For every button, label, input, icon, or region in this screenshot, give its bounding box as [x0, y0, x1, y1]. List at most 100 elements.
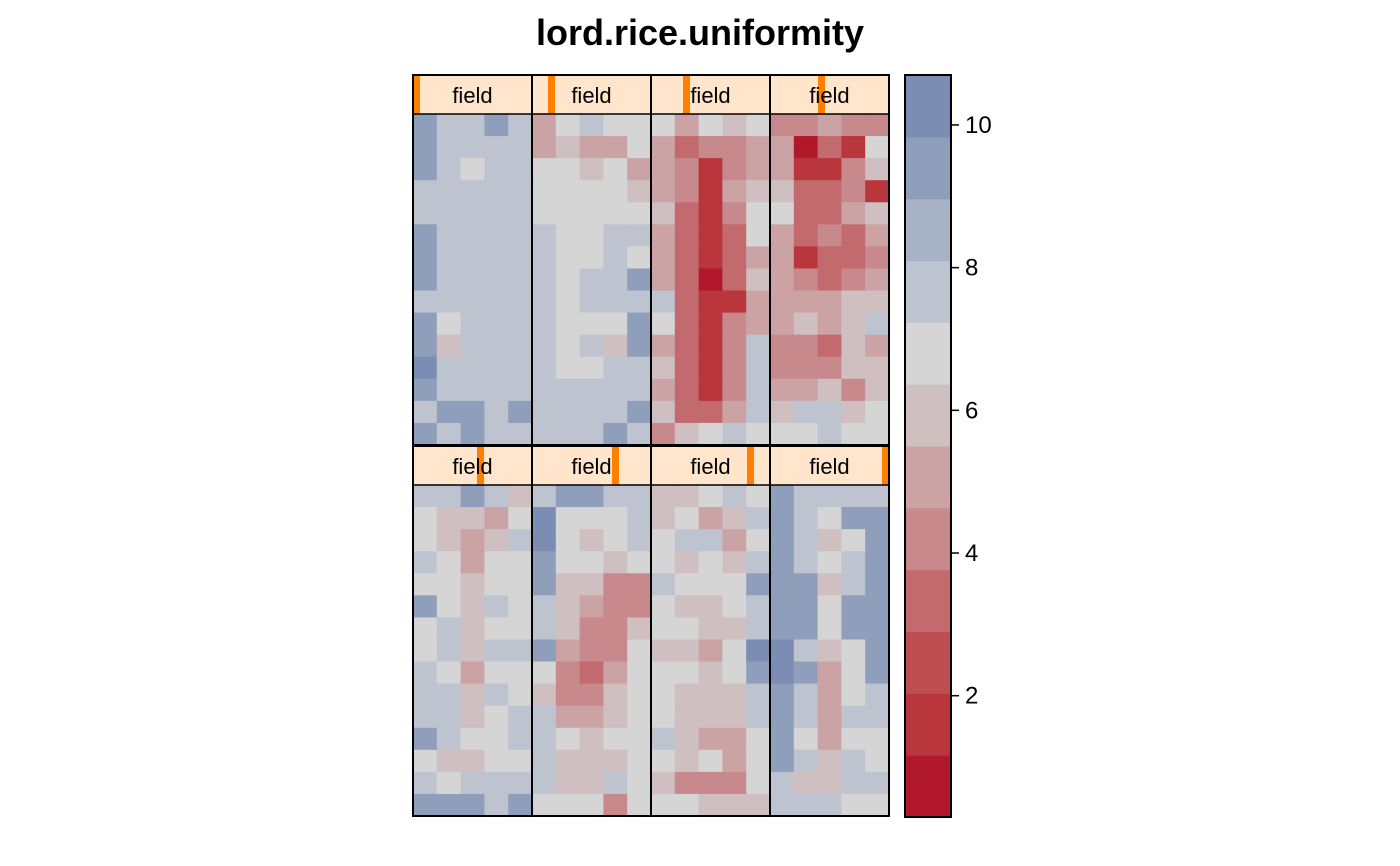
heatmap-cell [460, 378, 485, 402]
heatmap-cell [532, 661, 557, 685]
heatmap-cell [722, 573, 747, 596]
heatmap-cell [651, 378, 676, 402]
heatmap-cell [508, 422, 533, 446]
heatmap-cell [555, 639, 581, 663]
heatmap-cell [436, 312, 462, 336]
heatmap-cell [413, 268, 438, 292]
heatmap-cell [436, 158, 462, 181]
heatmap-cell [698, 551, 723, 574]
heatmap-cell [627, 507, 652, 530]
heatmap-cell [841, 749, 866, 773]
heatmap-cell [413, 312, 438, 336]
heatmap-cell [603, 617, 628, 640]
heatmap-cell [555, 378, 581, 402]
heatmap-cell [722, 136, 747, 159]
heatmap-cell [532, 793, 557, 817]
heatmap-cell [484, 551, 509, 574]
heatmap-cell [651, 771, 676, 795]
heatmap-cell [508, 268, 533, 292]
heatmap-cell [555, 793, 581, 817]
heatmap-cell [865, 268, 890, 292]
heatmap-cell [508, 136, 533, 159]
heatmap-cell [865, 246, 890, 269]
heatmap-cell [532, 268, 557, 292]
heatmap-cell [484, 268, 509, 292]
heatmap-cell [865, 551, 890, 574]
heatmap-cell [698, 485, 723, 508]
heatmap-cell [413, 485, 438, 508]
strip-level-marker [882, 446, 889, 485]
heatmap-cell [817, 617, 842, 640]
heatmap-cell [865, 595, 890, 618]
heatmap-cell [555, 202, 581, 225]
heatmap-cell [627, 136, 652, 159]
heatmap-cell [555, 312, 581, 336]
heatmap-cell [841, 507, 866, 530]
heatmap-cell [413, 246, 438, 269]
heatmap-cell [817, 595, 842, 618]
heatmap-cell [865, 639, 890, 663]
heatmap-cell [722, 290, 747, 314]
heatmap-cell [698, 595, 723, 618]
heatmap-cell [603, 749, 628, 773]
heatmap-cell [508, 312, 533, 336]
heatmap-cell [555, 485, 581, 508]
heatmap-cell [627, 793, 652, 817]
heatmap-cell [722, 661, 747, 685]
strip-label: field [690, 83, 730, 108]
heatmap-cell [841, 202, 866, 225]
heatmap-cell [841, 683, 866, 707]
heatmap-cell [865, 136, 890, 159]
heatmap-cell [627, 573, 652, 596]
heatmap-cell [413, 529, 438, 552]
heatmap-cell [508, 158, 533, 181]
heatmap-cell [579, 400, 604, 424]
heatmap-cell [627, 334, 652, 358]
heatmap-cell [651, 485, 676, 508]
heatmap-cell [865, 683, 890, 707]
heatmap-cell [793, 202, 819, 225]
heatmap-cell [508, 727, 533, 751]
heatmap-cell [460, 246, 485, 269]
heatmap-cell [436, 617, 462, 640]
heatmap-cell [436, 268, 462, 292]
heatmap-cell [841, 356, 866, 380]
heatmap-cell [603, 551, 628, 574]
heatmap-cell [555, 727, 581, 751]
heatmap-cell [555, 529, 581, 552]
heatmap-cell [627, 268, 652, 292]
heatmap-cell [746, 114, 771, 137]
heatmap-cell [770, 485, 795, 508]
heatmap-cell [460, 224, 485, 247]
heatmap-cell [579, 356, 604, 380]
heatmap-cell [555, 507, 581, 530]
heatmap-cell [579, 793, 604, 817]
heatmap-cell [722, 268, 747, 292]
heatmap-cell [746, 573, 771, 596]
heatmap-cell [698, 529, 723, 552]
strip-level-marker [747, 446, 754, 485]
heatmap-cell [674, 595, 700, 618]
heatmap-cell [460, 683, 485, 707]
heatmap-cell [627, 639, 652, 663]
heatmap-cell [484, 705, 509, 729]
heatmap-cell [746, 378, 771, 402]
heatmap-cell [746, 312, 771, 336]
heatmap-cell [436, 573, 462, 596]
heatmap-cell [817, 705, 842, 729]
heatmap-cell [413, 422, 438, 446]
heatmap-cell [484, 727, 509, 751]
heatmap-cell [436, 290, 462, 314]
heatmap-cell [532, 683, 557, 707]
heatmap-cell [508, 749, 533, 773]
heatmap-cell [865, 334, 890, 358]
heatmap-cell [865, 378, 890, 402]
heatmap-cell [865, 507, 890, 530]
heatmap-cell [532, 158, 557, 181]
heatmap-cell [698, 378, 723, 402]
heatmap-cell [532, 224, 557, 247]
heatmap-cell [722, 727, 747, 751]
heatmap-cell [460, 268, 485, 292]
heatmap-cell [579, 507, 604, 530]
heatmap-cell [817, 400, 842, 424]
